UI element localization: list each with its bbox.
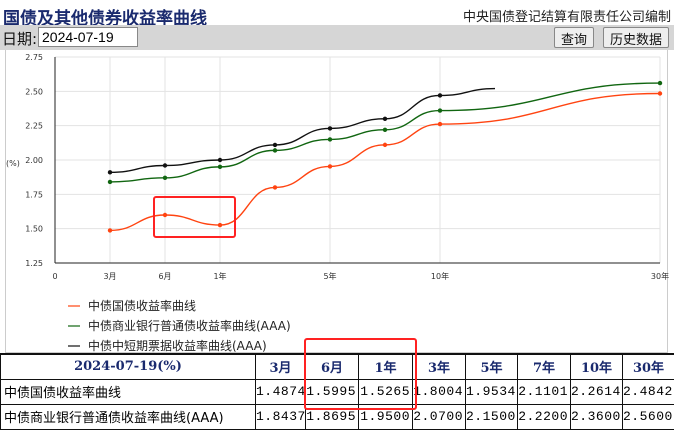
yield-cell: 2.2200: [518, 404, 571, 429]
data-point: [218, 165, 222, 169]
yield-curve-chart: 1.25 1.50 1.75 2.00 2.25 2.50 2.75 0 3月 6月 1年 5年 10年…: [0, 0, 674, 300]
y-axis-label: (%): [6, 159, 20, 168]
legend-swatch: [68, 325, 80, 327]
yield-cell: 2.0700: [413, 404, 466, 429]
yield-cell: 2.1500: [466, 404, 518, 429]
column-header: 3月: [256, 354, 306, 379]
legend-label: 中债中短期票据收益率曲线(AAA): [88, 337, 267, 354]
y-tick-label: 2.50: [25, 87, 43, 96]
row-name: 中债商业银行普通债收益率曲线(AAA): [1, 404, 256, 429]
legend-item[interactable]: 中债中短期票据收益率曲线(AAA): [68, 337, 267, 354]
highlight-box-table: [304, 338, 417, 410]
data-point: [438, 93, 442, 97]
x-tick-label: 1年: [213, 271, 226, 281]
column-header: 5年: [466, 354, 518, 379]
data-point: [438, 122, 442, 126]
data-point: [328, 164, 332, 168]
y-tick-label: 1.25: [25, 259, 43, 268]
x-tick-label: 6月: [158, 272, 171, 281]
data-point: [163, 163, 167, 167]
y-tick-label: 2.00: [25, 156, 43, 165]
column-header: 10年: [571, 354, 623, 379]
legend-item[interactable]: 中债商业银行普通债收益率曲线(AAA): [68, 317, 291, 334]
data-point: [658, 81, 662, 85]
yield-cell: 2.3600: [571, 404, 623, 429]
data-point: [383, 117, 387, 121]
yield-cell: 2.5600: [623, 404, 674, 429]
data-point: [328, 137, 332, 141]
yield-cell: 1.9534: [466, 379, 518, 404]
legend-item[interactable]: 中债国债收益率曲线: [68, 297, 196, 314]
yield-cell: 2.2614: [571, 379, 623, 404]
yield-cell: 2.4842: [623, 379, 674, 404]
column-header: 30年: [623, 354, 674, 379]
yield-cell: 2.1101: [518, 379, 571, 404]
data-point: [218, 158, 222, 162]
data-point: [383, 128, 387, 132]
column-header: 3年: [413, 354, 466, 379]
data-point: [383, 143, 387, 147]
legend-swatch: [68, 345, 80, 347]
data-point: [273, 185, 277, 189]
legend-label: 中债商业银行普通债收益率曲线(AAA): [88, 317, 291, 334]
data-point: [163, 176, 167, 180]
data-point: [273, 143, 277, 147]
data-point: [658, 91, 662, 95]
x-tick-label: 5年: [323, 271, 336, 281]
data-point: [108, 170, 112, 174]
x-tick-label: 30年: [651, 271, 669, 281]
yield-cell: 1.8437: [256, 404, 306, 429]
data-point: [438, 108, 442, 112]
highlight-box-chart: [153, 196, 236, 238]
legend-swatch: [68, 305, 80, 307]
data-point: [108, 180, 112, 184]
y-tick-label: 2.75: [25, 53, 43, 62]
y-tick-label: 1.50: [25, 225, 43, 234]
data-point: [273, 148, 277, 152]
y-tick-label: 2.25: [25, 122, 43, 131]
column-header: 7年: [518, 354, 571, 379]
yield-cell: 1.8004: [413, 379, 466, 404]
yield-cell: 1.4874: [256, 379, 306, 404]
column-header: 2024-07-19(%): [1, 354, 256, 379]
data-point: [328, 126, 332, 130]
x-tick-label: 3月: [103, 272, 116, 281]
y-tick-label: 1.75: [25, 190, 43, 199]
row-name: 中债国债收益率曲线: [1, 379, 256, 404]
data-point: [108, 228, 112, 232]
series-line: [110, 83, 660, 182]
x-tick-label: 0: [52, 272, 57, 281]
x-tick-label: 10年: [431, 271, 449, 281]
legend-label: 中债国债收益率曲线: [88, 297, 196, 314]
